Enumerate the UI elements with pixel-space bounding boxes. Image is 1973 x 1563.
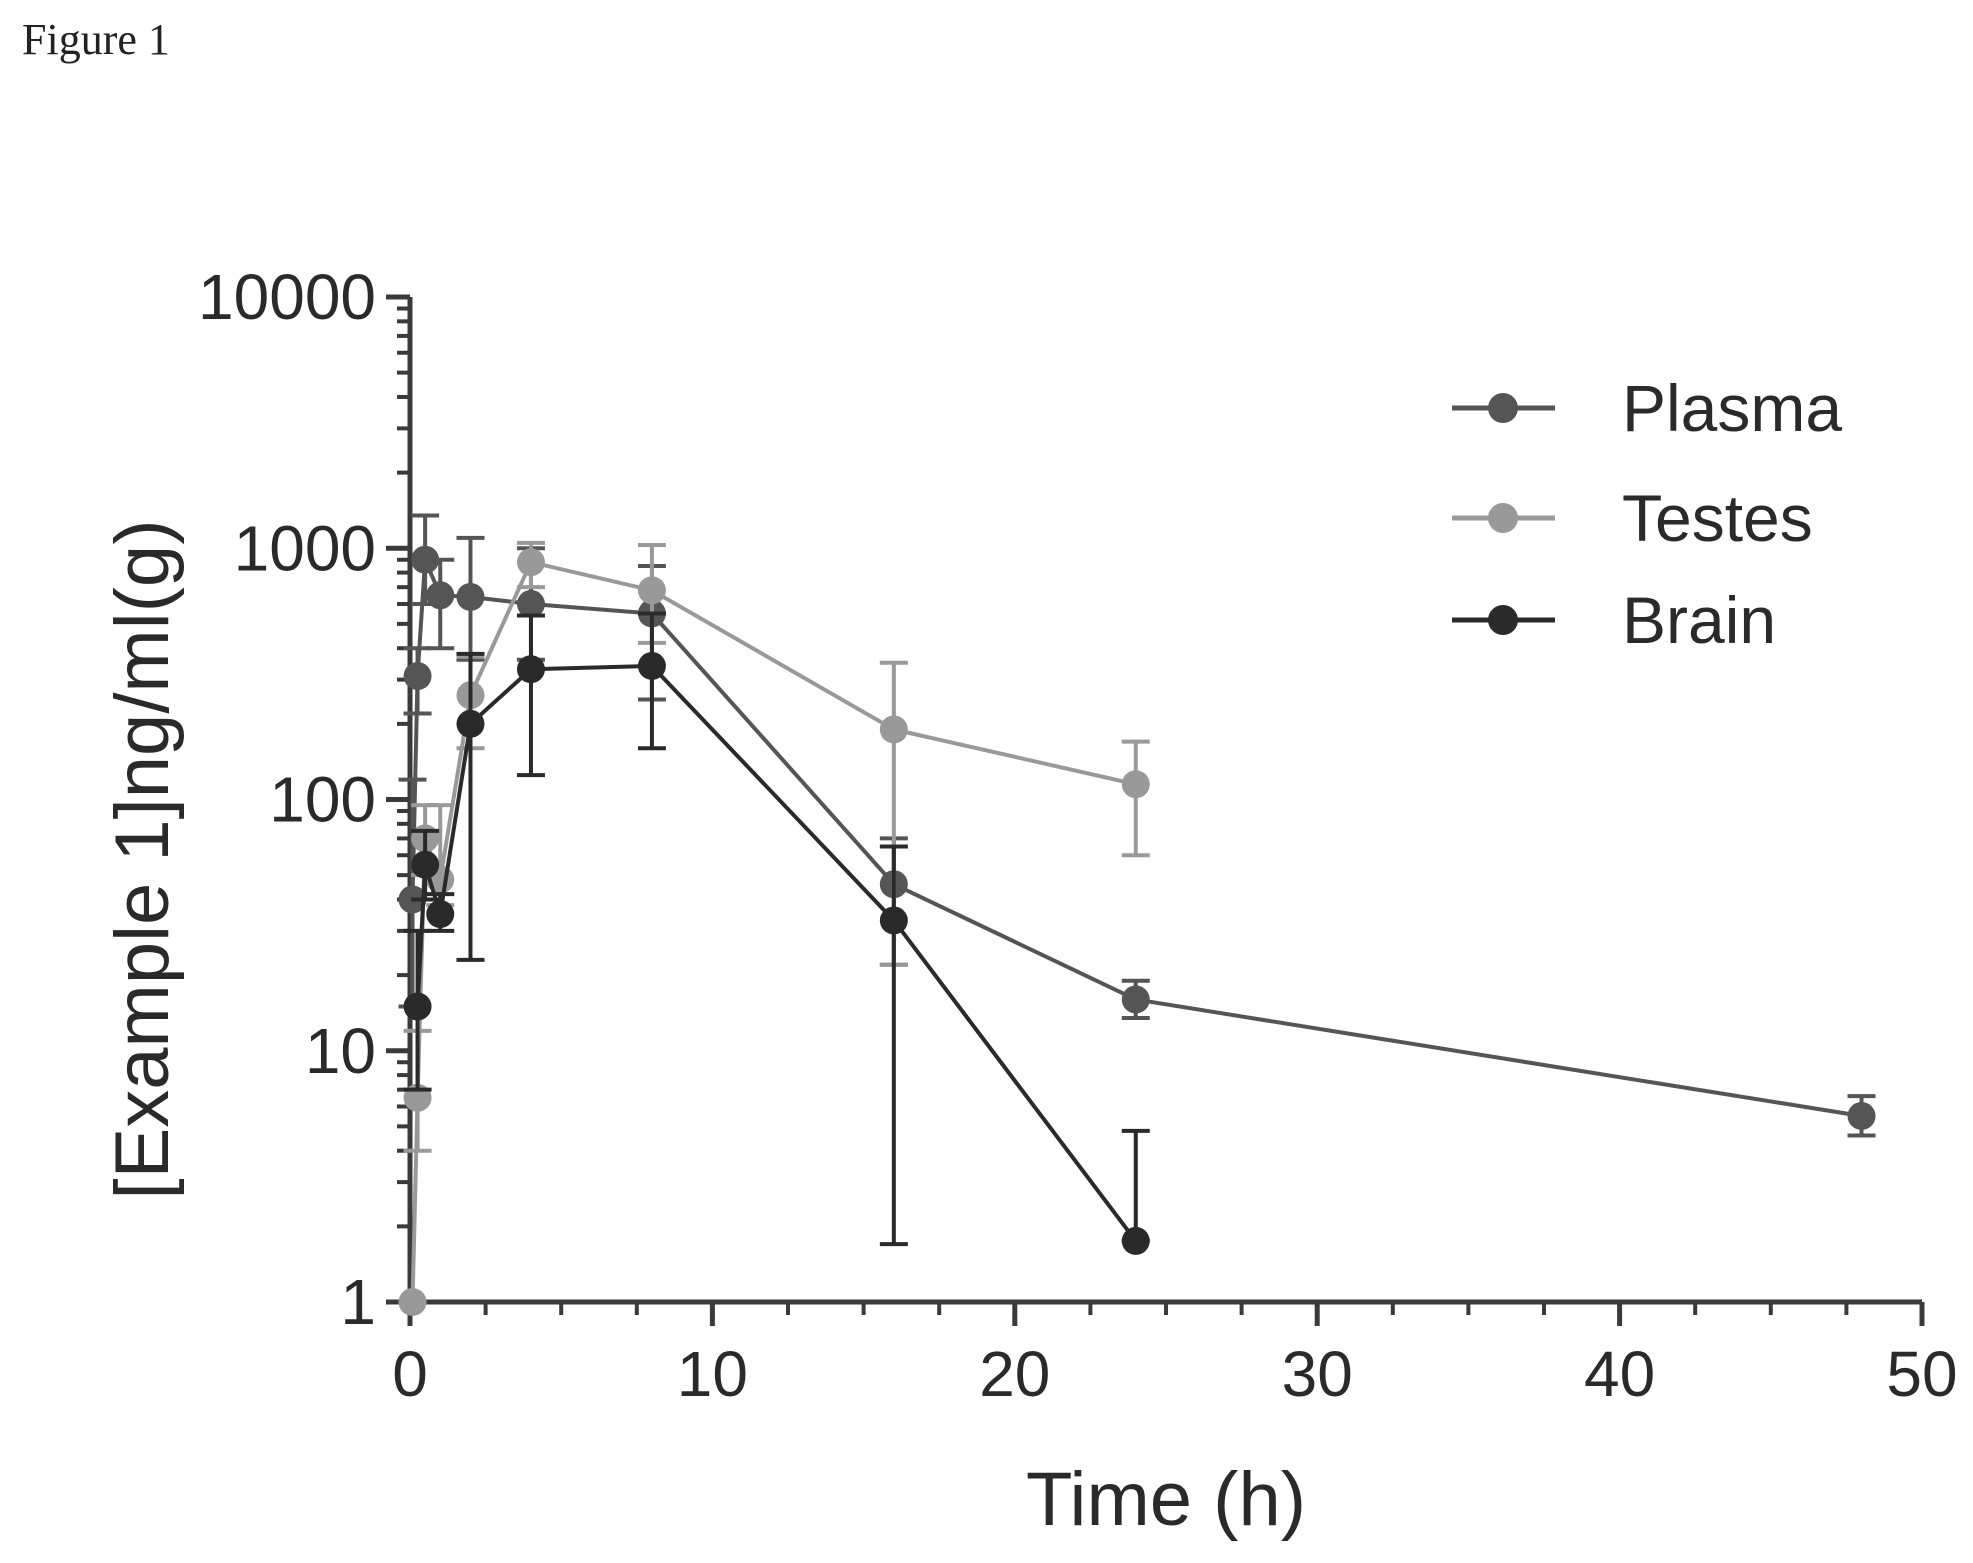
testes-point <box>879 715 908 744</box>
plasma-line <box>410 558 1862 1118</box>
y-tick-label: 10 <box>305 1015 376 1087</box>
testes-point <box>398 1288 427 1316</box>
y-tick-label: 1 <box>340 1266 376 1338</box>
legend-item-testes: Testes <box>1452 481 1813 555</box>
plasma-point <box>516 589 545 618</box>
x-tick-label: 10 <box>677 1338 748 1410</box>
figure-label: Figure 1 <box>22 15 170 64</box>
x-tick-label: 30 <box>1282 1338 1353 1410</box>
brain-error-bar <box>1121 1128 1150 1243</box>
series-layer <box>398 513 1876 1316</box>
brain-point <box>411 850 440 879</box>
plasma-point <box>1121 985 1150 1014</box>
brain-point <box>1121 1226 1150 1255</box>
plasma-point <box>411 545 440 574</box>
brain-point <box>879 906 908 935</box>
series-brain <box>403 611 1150 1255</box>
y-axis-title: [Example 1]ng/ml(g) <box>100 519 185 1199</box>
brain-point <box>426 900 455 929</box>
brain-error-bar <box>456 651 485 962</box>
axes: 1 10 100 1000 10000 0 10 20 30 40 50 <box>198 261 1958 1410</box>
x-tick-label: 20 <box>979 1338 1050 1410</box>
legend-item-brain: Brain <box>1452 583 1776 657</box>
x-tick-label: 0 <box>392 1338 428 1410</box>
brain-point <box>403 992 432 1021</box>
legend-swatch-marker <box>1488 605 1518 635</box>
testes-point <box>516 548 545 577</box>
legend: Plasma Testes Brain <box>1452 371 1842 657</box>
brain-point <box>516 655 545 684</box>
plasma-point <box>456 582 485 611</box>
series-testes <box>398 540 1150 1316</box>
brain-error-bar <box>516 613 545 778</box>
y-tick-label: 1000 <box>234 512 376 584</box>
legend-label: Brain <box>1622 583 1776 657</box>
x-tick-label: 50 <box>1886 1338 1957 1410</box>
testes-error-bar <box>1121 739 1150 858</box>
legend-label: Testes <box>1622 481 1813 555</box>
legend-label: Plasma <box>1622 371 1842 445</box>
brain-error-bar <box>879 844 908 1247</box>
y-tick-label: 100 <box>269 764 376 836</box>
legend-swatch-marker <box>1488 503 1518 533</box>
y-tick-label: 10000 <box>198 261 376 333</box>
series-plasma <box>398 513 1876 1138</box>
x-axis-title: Time (h) <box>1026 1457 1306 1542</box>
plasma-point <box>426 581 455 610</box>
brain-point <box>456 709 485 738</box>
legend-swatch-marker <box>1488 393 1518 423</box>
testes-point <box>637 576 666 605</box>
brain-error-bar <box>637 611 666 751</box>
brain-point <box>637 651 666 680</box>
plasma-point <box>1847 1101 1876 1130</box>
plasma-point <box>403 662 432 691</box>
testes-point <box>1121 770 1150 799</box>
legend-item-plasma: Plasma <box>1452 371 1842 445</box>
x-tick-label: 40 <box>1584 1338 1655 1410</box>
